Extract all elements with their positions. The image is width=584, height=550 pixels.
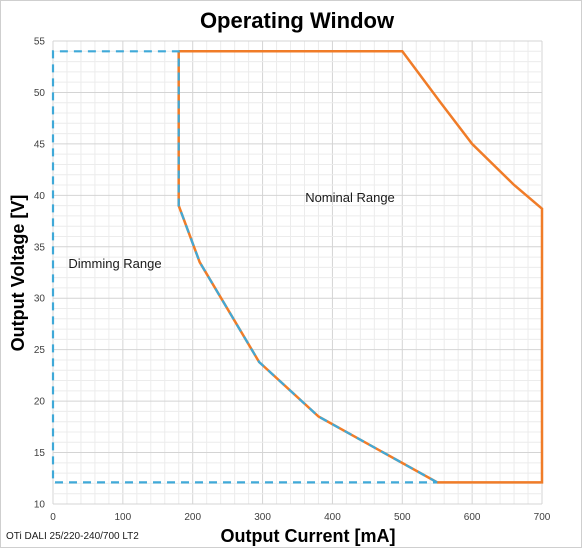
- y-tick-label: 55: [34, 37, 46, 48]
- x-tick-label: 0: [50, 512, 56, 523]
- dimming-range-label: Dimming Range: [68, 256, 161, 271]
- y-tick-label: 25: [34, 345, 46, 356]
- x-tick-label: 300: [254, 512, 271, 523]
- y-tick-label: 15: [34, 448, 46, 459]
- chart-title: Operating Window: [200, 8, 395, 33]
- x-tick-label: 500: [394, 512, 411, 523]
- x-tick-label: 700: [534, 512, 551, 523]
- x-tick-label: 100: [115, 512, 132, 523]
- y-tick-label: 40: [34, 191, 46, 202]
- model-footnote: OTi DALI 25/220-240/700 LT2: [6, 531, 139, 542]
- nominal-range-label: Nominal Range: [305, 190, 395, 205]
- y-tick-label: 45: [34, 139, 46, 150]
- grid: [52, 40, 543, 505]
- dimming-range-boundary: [51, 50, 438, 484]
- x-tick-label: 400: [324, 512, 341, 523]
- tick-labels: 0 100 200 300 400 500 600 700 10 15 20 25 30 35 40 45 50…: [34, 37, 551, 524]
- y-tick-label: 50: [34, 88, 46, 99]
- x-axis-label: Output Current [mA]: [221, 526, 396, 546]
- y-tick-label: 20: [34, 397, 46, 408]
- y-axis-label: Output Voltage [V]: [8, 195, 28, 352]
- y-tick-label: 30: [34, 294, 46, 305]
- x-tick-label: 200: [184, 512, 201, 523]
- y-tick-label: 35: [34, 242, 46, 253]
- y-tick-label: 10: [34, 500, 46, 511]
- nominal-range-boundary: [177, 50, 544, 484]
- x-tick-label: 600: [464, 512, 481, 523]
